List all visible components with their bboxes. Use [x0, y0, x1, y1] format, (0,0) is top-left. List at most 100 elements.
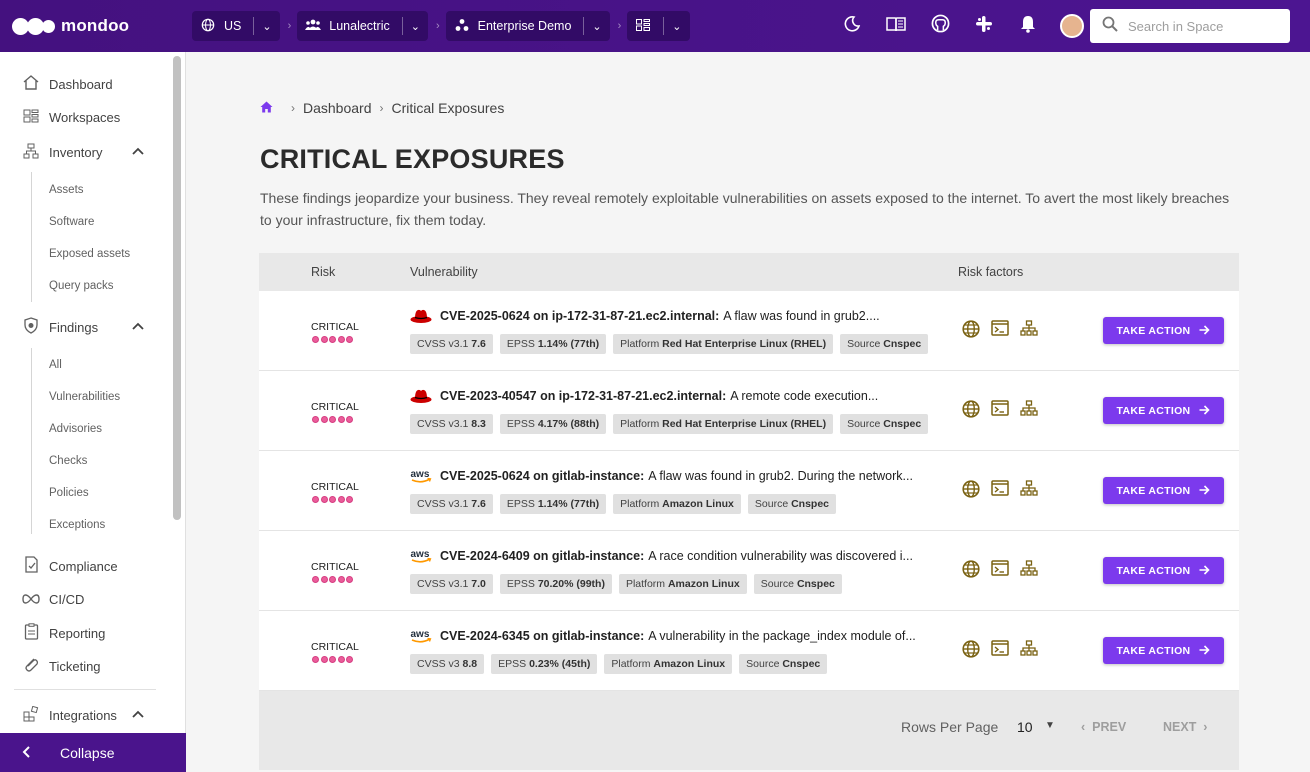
collapse-sidebar-button[interactable]: Collapse — [0, 733, 186, 772]
vulnerability-cell[interactable]: CVE-2023-40547 on ip-172-31-87-21.ec2.in… — [410, 388, 930, 404]
sidebar-item-inventory[interactable]: Inventory — [22, 142, 144, 162]
vulnerability-cell[interactable]: aws CVE-2024-6409 on gitlab-instance: A ra… — [410, 548, 930, 564]
take-action-button[interactable]: TAKE ACTION — [1103, 317, 1224, 344]
sidebar-subitem-exposed-assets[interactable]: Exposed assets — [49, 248, 131, 260]
github-icon[interactable] — [918, 14, 962, 38]
risk-factors — [962, 400, 1049, 418]
table-body: CRITICAL CVE-2025-0624 on ip-172-31-87-21… — [259, 291, 1239, 691]
take-action-button[interactable]: TAKE ACTION — [1103, 477, 1224, 504]
prev-page-button[interactable]: ‹ PREV — [1081, 720, 1126, 734]
network-hierarchy-icon[interactable] — [1020, 480, 1049, 498]
shield-bug-icon — [22, 317, 40, 337]
risk-factors — [962, 560, 1049, 578]
chevron-up-icon[interactable] — [132, 321, 144, 333]
epss-chip: EPSS 0.23% (45th) — [491, 654, 598, 674]
ticket-icon — [22, 657, 40, 676]
remote-exploitable-terminal-icon[interactable] — [991, 480, 1020, 498]
slack-icon[interactable] — [962, 15, 1006, 38]
remote-exploitable-terminal-icon[interactable] — [991, 560, 1020, 578]
sidebar-item-label: Ticketing — [49, 658, 101, 674]
vulnerability-cell[interactable]: aws CVE-2024-6345 on gitlab-instance: A vu… — [410, 628, 930, 644]
search-input[interactable] — [1128, 18, 1278, 34]
sidebar-item-cicd[interactable]: CI/CD — [22, 589, 84, 609]
sidebar-item-ticketing[interactable]: Ticketing — [22, 656, 101, 676]
network-hierarchy-icon[interactable] — [1020, 560, 1049, 578]
workspace-selector[interactable]: ⌄ — [627, 11, 690, 41]
sidebar-scrollbar[interactable] — [173, 56, 181, 520]
vulnerability-cell[interactable]: CVE-2025-0624 on ip-172-31-87-21.ec2.int… — [410, 308, 930, 324]
organization-selector[interactable]: Lunalectric ⌄ — [297, 11, 428, 41]
take-action-button[interactable]: TAKE ACTION — [1103, 557, 1224, 584]
avatar[interactable] — [1060, 14, 1084, 38]
vulnerability-title[interactable]: CVE-2025-0624 on ip-172-31-87-21.ec2.int… — [440, 309, 720, 323]
internet-exposed-globe-icon[interactable] — [962, 400, 991, 418]
sidebar-item-findings[interactable]: Findings — [22, 317, 144, 337]
sidebar-item-label: Dashboard — [49, 76, 113, 92]
logo[interactable]: mondoo — [12, 16, 192, 36]
sidebar-subitem-exceptions[interactable]: Exceptions — [49, 519, 106, 531]
space-selector[interactable]: Enterprise Demo ⌄ — [445, 11, 610, 41]
vulnerability-tags: CVSS v3.1 7.6 EPSS 1.14% (77th) Platform R… — [410, 334, 935, 354]
sidebar-subitem-advisories[interactable]: Advisories — [49, 423, 103, 435]
sidebar-item-reporting[interactable]: Reporting — [22, 623, 105, 643]
home-icon[interactable] — [260, 101, 273, 116]
take-action-button[interactable]: TAKE ACTION — [1103, 637, 1224, 664]
sidebar-subitem-query-packs[interactable]: Query packs — [49, 280, 114, 292]
sidebar-item-workspaces[interactable]: Workspaces — [22, 107, 120, 127]
next-page-button[interactable]: NEXT › — [1163, 720, 1207, 734]
table-row[interactable]: CRITICAL aws CVE-2025-0624 on gitlab-insta… — [259, 451, 1239, 531]
sidebar-item-label: Integrations — [49, 707, 117, 723]
rows-per-page-select[interactable]: 10 — [1017, 719, 1033, 735]
page-description: These findings jeopardize your business.… — [260, 190, 1230, 228]
sidebar-subitem-assets[interactable]: Assets — [49, 184, 84, 196]
internet-exposed-globe-icon[interactable] — [962, 560, 991, 578]
internet-exposed-globe-icon[interactable] — [962, 480, 991, 498]
svg-text:aws: aws — [411, 549, 430, 560]
chevron-up-icon[interactable] — [132, 146, 144, 158]
docs-book-icon[interactable] — [874, 16, 918, 37]
chevron-down-icon[interactable]: ⌄ — [262, 20, 272, 33]
network-hierarchy-icon[interactable] — [1020, 400, 1049, 418]
chevron-right-icon: › — [379, 101, 384, 115]
vulnerability-title[interactable]: CVE-2024-6409 on gitlab-instance: — [440, 549, 645, 563]
sidebar-item-dashboard[interactable]: Dashboard — [22, 74, 113, 94]
take-action-button[interactable]: TAKE ACTION — [1103, 397, 1224, 424]
vulnerability-title[interactable]: CVE-2025-0624 on gitlab-instance: — [440, 469, 645, 483]
table-row[interactable]: CRITICAL CVE-2023-40547 on ip-172-31-87-2… — [259, 371, 1239, 451]
vulnerability-cell[interactable]: aws CVE-2025-0624 on gitlab-instance: A fl… — [410, 468, 930, 484]
vulnerability-title[interactable]: CVE-2023-40547 on ip-172-31-87-21.ec2.in… — [440, 389, 727, 403]
chevron-up-icon[interactable] — [132, 709, 144, 721]
sidebar-item-compliance[interactable]: Compliance — [22, 556, 118, 576]
internet-exposed-globe-icon[interactable] — [962, 640, 991, 658]
remote-exploitable-terminal-icon[interactable] — [991, 320, 1020, 338]
table-row[interactable]: CRITICAL CVE-2025-0624 on ip-172-31-87-21… — [259, 291, 1239, 371]
sidebar-subitem-checks[interactable]: Checks — [49, 455, 88, 467]
remote-exploitable-terminal-icon[interactable] — [991, 400, 1020, 418]
people-icon — [305, 19, 322, 34]
breadcrumb-dashboard[interactable]: Dashboard — [303, 100, 372, 116]
region-selector[interactable]: US ⌄ — [192, 11, 280, 41]
chevron-down-icon[interactable]: ⌄ — [410, 20, 420, 33]
remote-exploitable-terminal-icon[interactable] — [991, 640, 1020, 658]
sidebar-subitem-software[interactable]: Software — [49, 216, 95, 228]
table-row[interactable]: CRITICAL aws CVE-2024-6409 on gitlab-insta… — [259, 531, 1239, 611]
bell-icon[interactable] — [1006, 15, 1050, 38]
sidebar-subitem-vulnerabilities[interactable]: Vulnerabilities — [49, 391, 121, 403]
chevron-down-icon[interactable]: ⌄ — [672, 20, 682, 33]
table-row[interactable]: CRITICAL aws CVE-2024-6345 on gitlab-insta… — [259, 611, 1239, 691]
network-hierarchy-icon[interactable] — [1020, 320, 1049, 338]
header-risk[interactable]: Risk — [311, 265, 336, 279]
vulnerability-title[interactable]: CVE-2024-6345 on gitlab-instance: — [440, 629, 645, 643]
chevron-right-icon: › — [291, 101, 295, 115]
sidebar-subitem-all[interactable]: All — [49, 359, 62, 371]
sidebar-subitem-policies[interactable]: Policies — [49, 487, 89, 499]
page-title: CRITICAL EXPOSURES — [260, 144, 565, 174]
moon-icon[interactable] — [830, 15, 874, 38]
chevron-down-icon[interactable]: ⌄ — [592, 20, 602, 33]
network-hierarchy-icon[interactable] — [1020, 640, 1049, 658]
header-vulnerability[interactable]: Vulnerability — [410, 265, 478, 279]
internet-exposed-globe-icon[interactable] — [962, 320, 991, 338]
search-box[interactable] — [1090, 9, 1290, 43]
sidebar-item-integrations[interactable]: Integrations — [22, 705, 144, 725]
caret-down-icon[interactable]: ▼ — [1045, 720, 1055, 731]
